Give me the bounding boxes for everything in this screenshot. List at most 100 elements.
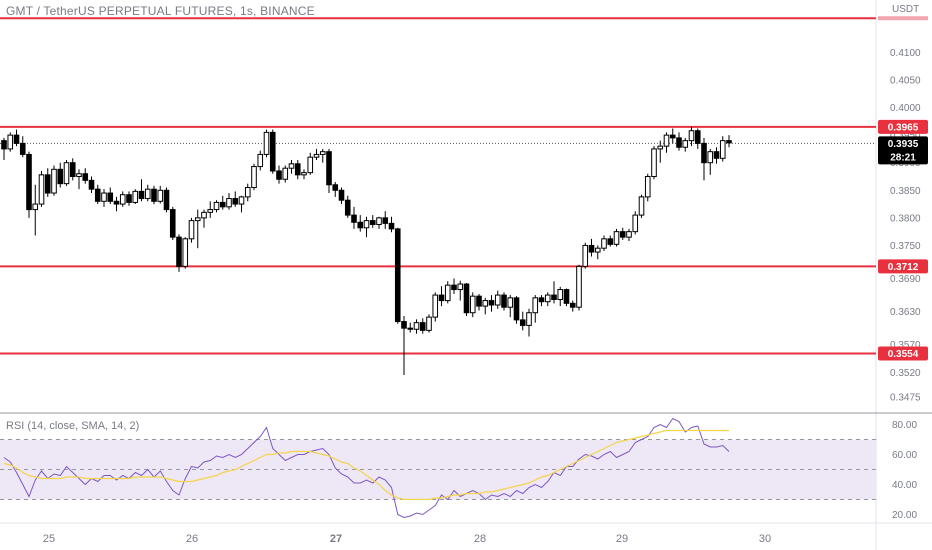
candle-body bbox=[657, 145, 664, 150]
candle-body bbox=[388, 222, 395, 230]
candle-body bbox=[644, 175, 651, 198]
candle-body bbox=[269, 131, 276, 172]
candle-body bbox=[619, 231, 626, 238]
level-tag bbox=[878, 259, 928, 274]
last-price-label: 0.3935 bbox=[888, 139, 919, 150]
rsi-tick-label: 60.00 bbox=[892, 450, 917, 461]
candle-body bbox=[301, 172, 307, 176]
rsi-tick-label: 40.00 bbox=[892, 480, 917, 491]
candle-body bbox=[51, 168, 57, 194]
candle-body bbox=[557, 289, 564, 300]
countdown-label: 28:21 bbox=[890, 152, 916, 163]
candle-body bbox=[544, 294, 551, 303]
candle-body bbox=[288, 163, 295, 169]
candle-body bbox=[432, 294, 439, 318]
candle-body bbox=[501, 294, 507, 308]
candle-body bbox=[76, 173, 82, 177]
rsi-sma-line bbox=[3, 429, 729, 501]
candle-body bbox=[7, 134, 14, 150]
candle-body bbox=[201, 211, 207, 219]
candle-body bbox=[188, 220, 195, 240]
candle-body bbox=[338, 189, 345, 201]
candle-body bbox=[207, 209, 214, 213]
rsi-tick-label: 20.00 bbox=[892, 510, 917, 521]
candle-body bbox=[669, 134, 676, 139]
candle-body bbox=[613, 231, 620, 245]
candle-body bbox=[526, 312, 532, 326]
candle-body bbox=[682, 140, 689, 148]
candle-body bbox=[701, 142, 707, 164]
price-tick-label: 0.3750 bbox=[890, 241, 921, 252]
price-tick-label: 0.4000 bbox=[890, 103, 921, 114]
candle-body bbox=[482, 300, 489, 307]
candle-body bbox=[713, 151, 720, 159]
candle-body bbox=[294, 163, 301, 176]
candle-body bbox=[213, 201, 220, 211]
rsi-title: RSI (14, close, SMA, 14, 2) bbox=[6, 420, 140, 432]
candle-body bbox=[238, 196, 245, 205]
candle-body bbox=[144, 188, 151, 200]
candle-body bbox=[676, 137, 682, 148]
price-tick-label: 0.3800 bbox=[890, 213, 921, 224]
candle-body bbox=[513, 297, 520, 321]
candle-body bbox=[119, 194, 126, 205]
level-tag-label: 0.3965 bbox=[888, 122, 919, 133]
candle-body bbox=[226, 198, 232, 208]
candle-body bbox=[663, 134, 670, 147]
candle-body bbox=[219, 201, 226, 208]
candle-body bbox=[263, 131, 270, 155]
date-tick-label: 25 bbox=[43, 533, 55, 545]
candle-body bbox=[44, 174, 51, 194]
date-tick-label: 26 bbox=[186, 533, 198, 545]
candle-body bbox=[282, 167, 289, 180]
candle-body bbox=[576, 265, 582, 308]
candle-body bbox=[419, 322, 426, 331]
candle-body bbox=[532, 297, 539, 314]
candle-body bbox=[138, 190, 145, 200]
candle-body bbox=[594, 247, 601, 253]
candle-body bbox=[57, 168, 64, 185]
candle-body bbox=[82, 173, 89, 181]
rsi-tick-label: 80.00 bbox=[892, 420, 917, 431]
candle-body bbox=[351, 214, 357, 223]
candle-body bbox=[476, 295, 482, 307]
level-tag-label: 0.3712 bbox=[888, 262, 919, 273]
candle-body bbox=[357, 221, 364, 229]
candle-body bbox=[632, 214, 639, 233]
candle-body bbox=[382, 217, 389, 224]
candle-body bbox=[151, 188, 157, 202]
candle-body bbox=[394, 228, 401, 323]
candle-body bbox=[638, 196, 645, 216]
price-tick-label: 0.3520 bbox=[890, 368, 921, 379]
candle-body bbox=[457, 283, 464, 291]
price-tick-label: 0.4050 bbox=[890, 75, 921, 86]
candle-body bbox=[194, 217, 201, 222]
price-tick-label: 0.4100 bbox=[890, 48, 921, 59]
level-tag bbox=[878, 346, 928, 361]
candle-body bbox=[563, 289, 570, 304]
candle-body bbox=[538, 297, 545, 303]
candle-body bbox=[607, 238, 614, 245]
price-tick-label: 0.3850 bbox=[890, 186, 921, 197]
last-price-tag bbox=[878, 136, 928, 165]
candle-body bbox=[113, 200, 120, 205]
candle-body bbox=[463, 283, 470, 314]
candle-body bbox=[163, 189, 170, 211]
candle-body bbox=[694, 130, 701, 144]
candle-body bbox=[69, 162, 76, 177]
candle-body bbox=[251, 166, 257, 189]
candle-body bbox=[707, 151, 714, 164]
candle-body bbox=[132, 190, 139, 203]
candle-body bbox=[444, 284, 451, 302]
candle-body bbox=[107, 192, 114, 202]
candle-body bbox=[407, 327, 414, 330]
candle-body bbox=[369, 220, 376, 225]
candle-body bbox=[169, 209, 176, 238]
candle-body bbox=[688, 130, 695, 142]
price-tick-label: 0.3475 bbox=[890, 393, 921, 404]
candle-body bbox=[26, 153, 32, 211]
date-tick-label: 28 bbox=[474, 533, 486, 545]
candle-body bbox=[588, 244, 595, 253]
level-tag-label: 0.3554 bbox=[888, 349, 919, 360]
